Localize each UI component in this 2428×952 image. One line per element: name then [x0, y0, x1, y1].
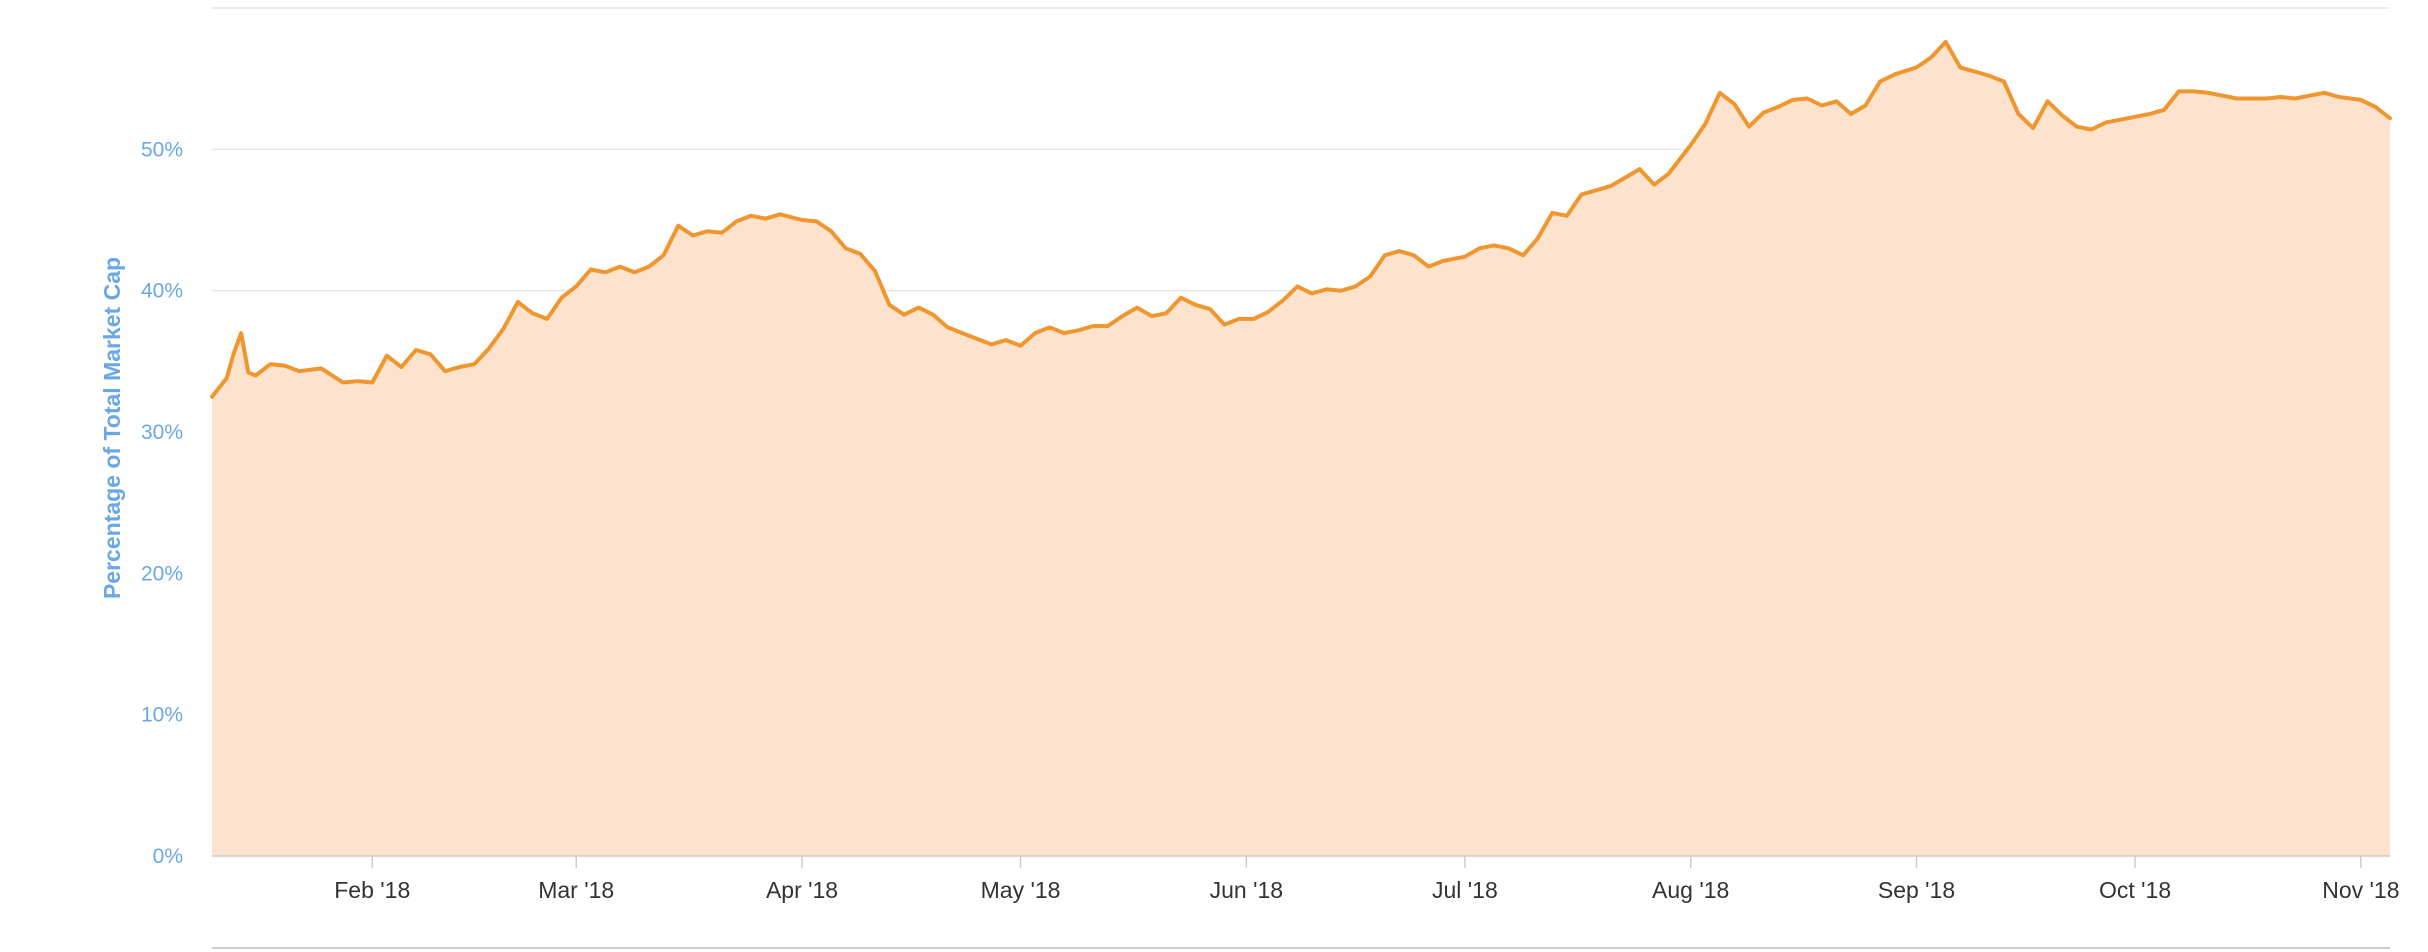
x-tick-label: Oct '18	[2099, 877, 2171, 903]
y-tick-label: 50%	[141, 138, 183, 161]
plot-area	[210, 39, 2392, 856]
y-tick-label: 30%	[141, 421, 183, 444]
x-tick-label: Feb '18	[334, 877, 410, 903]
x-tick-label: Jul '18	[1432, 877, 1498, 903]
x-tick-label: Sep '18	[1878, 877, 1955, 903]
axes: 0% 10% 20% 30% 40% 50% Feb '18 Mar '18 Apr '18 Ma…	[141, 138, 2399, 949]
y-tick-label: 10%	[141, 704, 183, 727]
x-tick-label: Aug '18	[1652, 877, 1729, 903]
y-tick-label: 40%	[141, 280, 183, 303]
y-tick-label: 0%	[153, 845, 183, 868]
area-fill	[212, 41, 2390, 856]
series-line	[210, 39, 2392, 399]
y-axis-label: Percentage of Total Market Cap	[99, 257, 125, 599]
x-tick-label: May '18	[981, 877, 1061, 903]
x-tick-label: Jun '18	[1210, 877, 1283, 903]
y-tick-label: 20%	[141, 562, 183, 585]
x-tick-label: Apr '18	[766, 877, 838, 903]
x-tick-label: Mar '18	[538, 877, 614, 903]
x-tick-label: Nov '18	[2322, 877, 2399, 903]
